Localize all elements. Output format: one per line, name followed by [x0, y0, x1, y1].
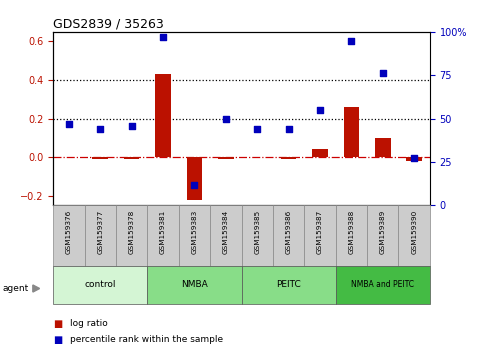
- Bar: [85, 205, 116, 266]
- Point: [222, 116, 230, 121]
- Bar: [179, 205, 210, 266]
- Bar: [242, 205, 273, 266]
- Bar: [398, 205, 430, 266]
- Text: GSM159378: GSM159378: [128, 210, 135, 255]
- Text: GSM159383: GSM159383: [191, 210, 198, 255]
- Bar: [336, 205, 367, 266]
- Point: [159, 34, 167, 40]
- Bar: [273, 205, 304, 266]
- Bar: [242, 266, 336, 304]
- Text: GSM159386: GSM159386: [285, 210, 292, 255]
- Bar: [155, 74, 171, 157]
- Text: GSM159390: GSM159390: [411, 210, 417, 255]
- Text: log ratio: log ratio: [70, 319, 108, 329]
- Bar: [210, 205, 242, 266]
- Bar: [375, 138, 391, 157]
- Bar: [124, 157, 140, 159]
- Text: PEITC: PEITC: [276, 280, 301, 290]
- Text: control: control: [85, 280, 116, 290]
- Text: agent: agent: [2, 284, 28, 293]
- Point: [285, 126, 293, 132]
- Bar: [186, 157, 202, 200]
- Text: GSM159387: GSM159387: [317, 210, 323, 255]
- Bar: [336, 266, 430, 304]
- Text: ■: ■: [53, 319, 62, 329]
- Text: GSM159376: GSM159376: [66, 210, 72, 255]
- Point: [316, 107, 324, 113]
- Text: NMBA and PEITC: NMBA and PEITC: [351, 280, 414, 290]
- Bar: [53, 205, 85, 266]
- Text: NMBA: NMBA: [181, 280, 208, 290]
- Text: GSM159377: GSM159377: [97, 210, 103, 255]
- Point: [253, 126, 261, 132]
- Bar: [218, 157, 234, 159]
- Text: percentile rank within the sample: percentile rank within the sample: [70, 335, 223, 344]
- Point: [191, 182, 199, 187]
- Text: ■: ■: [53, 335, 62, 345]
- Bar: [147, 205, 179, 266]
- Point: [128, 123, 135, 129]
- Point: [65, 121, 73, 127]
- Text: GSM159384: GSM159384: [223, 210, 229, 255]
- Bar: [281, 157, 297, 159]
- Bar: [312, 149, 328, 157]
- Polygon shape: [33, 285, 40, 292]
- Text: GDS2839 / 35263: GDS2839 / 35263: [53, 18, 164, 31]
- Point: [379, 71, 387, 76]
- Bar: [343, 107, 359, 157]
- Point: [411, 156, 418, 161]
- Text: GSM159388: GSM159388: [348, 210, 355, 255]
- Text: GSM159389: GSM159389: [380, 210, 386, 255]
- Bar: [367, 205, 398, 266]
- Text: GSM159381: GSM159381: [160, 210, 166, 255]
- Bar: [147, 266, 242, 304]
- Bar: [92, 157, 108, 159]
- Bar: [53, 266, 147, 304]
- Bar: [304, 205, 336, 266]
- Point: [348, 38, 355, 44]
- Bar: [406, 157, 422, 161]
- Bar: [116, 205, 147, 266]
- Point: [97, 126, 104, 132]
- Text: GSM159385: GSM159385: [254, 210, 260, 255]
